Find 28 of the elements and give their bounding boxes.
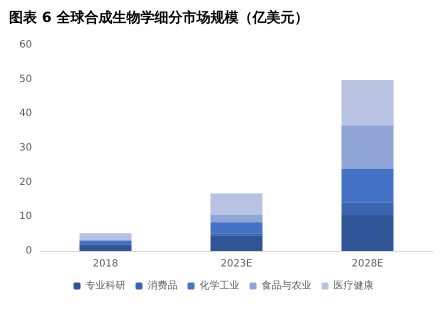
bar (210, 214, 262, 223)
x-tick-label: 2023E (220, 258, 252, 270)
bar (342, 202, 394, 215)
y-tick-label: 50 (19, 74, 32, 85)
y-tick-label: 20 (19, 176, 32, 188)
legend-label: 消费品 (148, 280, 178, 292)
chart-title: 图表 6 全球合成生物学细分市场规模（亿美元） (9, 9, 308, 26)
y-tick-label: 60 (19, 40, 32, 50)
bar (342, 214, 394, 251)
y-tick-label: 30 (19, 142, 32, 154)
bar (210, 236, 262, 251)
bar (210, 222, 262, 234)
legend-label: 医疗健康 (334, 280, 374, 292)
bar (342, 168, 394, 203)
bar (342, 80, 394, 126)
legend-label: 食品与农业 (262, 280, 312, 292)
bar (80, 241, 132, 244)
y-tick-label: 10 (19, 211, 32, 222)
legend-label: 化学工业 (200, 280, 240, 292)
bar (210, 193, 262, 215)
legend-label: 专业科研 (86, 280, 126, 292)
x-tick-label: 2028E (352, 258, 384, 270)
y-tick-label: 40 (19, 108, 32, 120)
bar (80, 233, 132, 240)
bar (80, 246, 132, 251)
x-tick-label: 2018 (92, 258, 118, 270)
y-tick-label: 0 (26, 246, 32, 256)
bar (342, 125, 394, 169)
